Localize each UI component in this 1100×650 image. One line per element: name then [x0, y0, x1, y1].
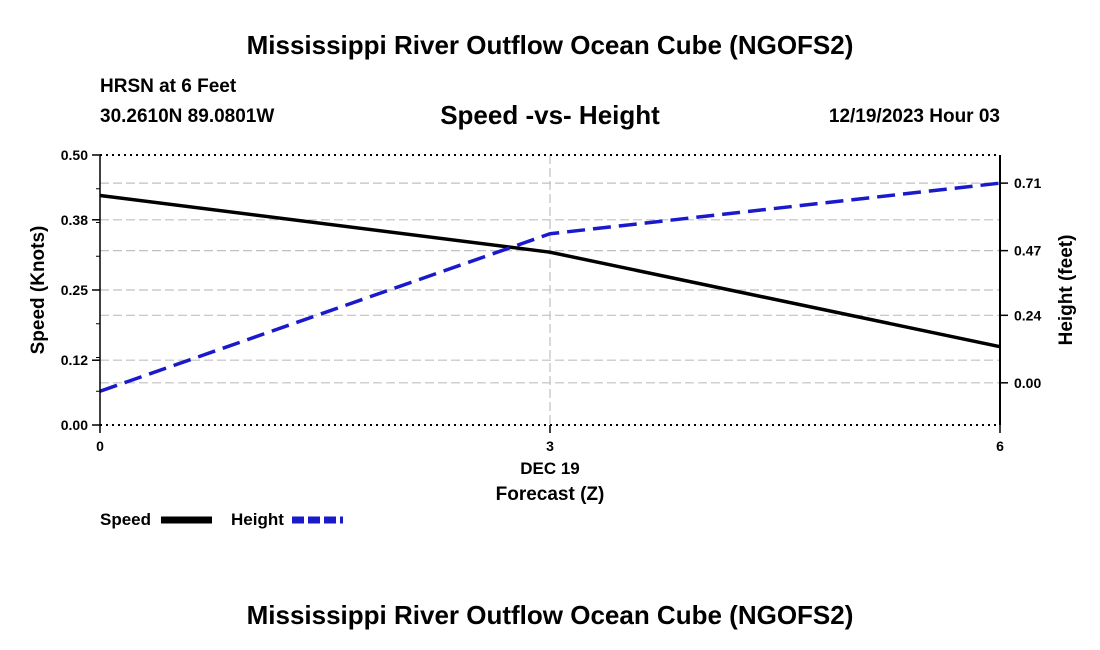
y-left-tick-label-3: 0.38 [61, 212, 88, 228]
y-left-tick-label-2: 0.25 [61, 282, 88, 298]
station-label: HRSN at 6 Feet [100, 76, 237, 97]
legend-height-label: Height [231, 510, 284, 529]
x-tick-label-1: 3 [546, 438, 554, 454]
y-axis-left-label: Speed (Knots) [28, 226, 49, 355]
x-tick-label-0: 0 [96, 438, 104, 454]
y-left-tick-label-4: 0.50 [61, 147, 88, 163]
ticks-layer: 0.00 0.12 0.25 0.38 0.50 0.00 0.24 0.47 0.71 0 3 6 [61, 147, 1042, 454]
series-layer [99, 181, 1001, 393]
y-left-tick-label-1: 0.12 [61, 352, 88, 368]
x-tick-label-2: 6 [996, 438, 1004, 454]
chart-subtitle: Speed -vs- Height [440, 100, 660, 130]
legend-speed-label: Speed [100, 510, 152, 529]
x-axis-date-label: DEC 19 [520, 459, 580, 478]
y-right-tick-label-2: 0.47 [1014, 243, 1041, 259]
y-left-tick-label-0: 0.00 [61, 417, 88, 433]
footer-title: Mississippi River Outflow Ocean Cube (NG… [246, 600, 854, 630]
y-right-tick-label-0: 0.00 [1014, 375, 1041, 391]
x-axis-label: Forecast (Z) [496, 484, 605, 505]
grid-layer [100, 155, 1000, 425]
y-right-tick-label-1: 0.24 [1014, 307, 1041, 323]
series-line-speed [99, 193, 1001, 349]
page-title: Mississippi River Outflow Ocean Cube (NG… [246, 30, 854, 60]
y-right-tick-label-3: 0.71 [1014, 175, 1041, 191]
series-line-height [99, 181, 1001, 393]
forecast-datetime: 12/19/2023 Hour 03 [828, 106, 1000, 127]
y-axis-right-label: Height (feet) [1056, 235, 1077, 346]
station-coordinates: 30.2610N 89.0801W [100, 106, 275, 127]
